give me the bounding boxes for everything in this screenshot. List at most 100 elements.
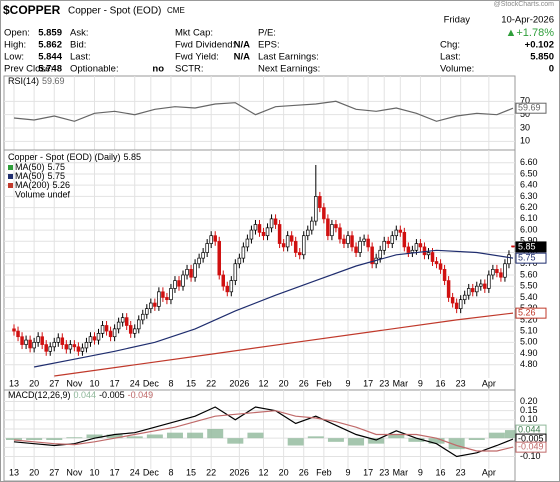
histogram-bar <box>388 434 405 439</box>
candle-body <box>297 252 302 256</box>
candle-body <box>402 231 407 248</box>
field-label: Low: <box>4 52 24 63</box>
candle-body <box>213 235 217 242</box>
x-tick-label: Feb <box>316 378 332 388</box>
candle-body <box>414 243 419 251</box>
x-tick-label: 2026 <box>229 467 249 477</box>
histogram-bar <box>106 434 123 439</box>
legend-title: MACD(12,26,9) <box>8 390 71 400</box>
candle-body <box>233 263 238 281</box>
candle-body <box>265 227 270 237</box>
y-tick-label: 4.80 <box>520 359 538 369</box>
value-marker-label: -0.049 <box>518 442 544 452</box>
candle-body <box>205 243 209 253</box>
candle-body <box>124 317 129 326</box>
field-label: Open: <box>4 28 30 39</box>
x-tick-label: 10 <box>89 467 99 477</box>
x-tick-label: 24 <box>130 378 140 388</box>
field-label: P/E: <box>258 28 276 39</box>
histogram-bar <box>126 436 143 439</box>
field-label: Last: <box>70 52 91 63</box>
instrument-name: Copper - Spot (EOD) <box>68 6 161 17</box>
field-label: Optionable: <box>70 64 119 75</box>
histogram-bar <box>307 436 324 439</box>
field-label: Bid: <box>70 40 86 51</box>
candle-body <box>422 246 427 256</box>
candle-body <box>450 297 455 304</box>
x-tick-label: 17 <box>363 378 373 388</box>
candle-body <box>491 269 495 276</box>
legend-title-text: Copper - Spot (EOD) (Daily) <box>8 152 121 162</box>
x-tick-label: 23 <box>379 378 389 388</box>
panel <box>3 149 516 391</box>
candle-body <box>68 344 73 350</box>
weekday: Friday <box>444 15 471 26</box>
candle-body <box>16 330 20 338</box>
x-tick-label: 27 <box>49 378 59 388</box>
candle-body <box>314 196 318 222</box>
candle-body <box>185 269 189 276</box>
legend-swatch <box>8 165 13 170</box>
y-tick-label: 6.60 <box>520 157 538 167</box>
value-marker-label: 5.26 <box>518 308 536 318</box>
legend-value: 5.75 <box>48 171 66 181</box>
candle-body <box>358 240 362 253</box>
legend-title: Copper - Spot (EOD) (Daily) 5.85 <box>8 152 141 162</box>
x-tick-label: 17 <box>110 467 120 477</box>
field-label: Fwd Yield: <box>175 52 219 63</box>
candle-body <box>487 274 491 289</box>
candle-body <box>281 243 286 248</box>
candle-body <box>48 346 52 352</box>
candle-body <box>80 347 85 352</box>
field-label: Ask: <box>70 28 88 39</box>
y-tick-label: 5.10 <box>520 325 538 335</box>
candle-body <box>390 235 395 244</box>
x-tick-label: 22 <box>206 467 216 477</box>
x-tick-label: 20 <box>29 378 39 388</box>
candle-body <box>338 227 342 240</box>
y-tick-label: 6.10 <box>520 213 538 223</box>
candle-body <box>209 235 213 244</box>
legend-value: 0.044 <box>74 390 97 400</box>
histogram-bar <box>428 438 445 444</box>
legend-name: MA(50) <box>15 162 45 172</box>
legend: MACD(12,26,9) 0.044 -0.005 -0.049 <box>8 390 153 400</box>
candle-body <box>120 317 125 323</box>
field-label: Next Earnings: <box>258 64 320 75</box>
candle-body <box>193 263 197 278</box>
value-marker-label: 0.044 <box>518 424 541 434</box>
candle-body <box>141 313 145 321</box>
candle-body <box>149 302 153 310</box>
histogram-bar <box>66 437 83 439</box>
candle-body <box>269 218 274 229</box>
candle-body <box>249 229 254 240</box>
histogram-bar <box>448 438 465 450</box>
candle-body <box>52 341 57 348</box>
candle-body <box>44 344 48 352</box>
x-tick-label: 23 <box>456 467 466 477</box>
candle-body <box>273 218 278 225</box>
legend-value: 5.75 <box>48 162 66 172</box>
candle-body <box>64 344 69 350</box>
field-value: 5.859 <box>38 28 62 39</box>
candle-body <box>229 280 234 293</box>
change-pct: ▲+1.78% <box>505 27 554 39</box>
candle-body <box>458 299 463 310</box>
x-tick-label: Dec <box>143 467 160 477</box>
histogram-bar <box>227 438 244 444</box>
x-tick-label: 8 <box>168 467 173 477</box>
candle-body <box>88 336 93 343</box>
x-tick-label: Mar <box>393 467 409 477</box>
histogram-bar <box>327 438 344 442</box>
y-tick-label: 5.00 <box>520 337 538 347</box>
legend-value: 5.26 <box>53 180 71 190</box>
candle-body <box>108 330 113 338</box>
candle-body <box>40 336 44 345</box>
candle-body <box>217 240 221 276</box>
legend-name: MA(50) <box>15 171 45 181</box>
candle-body <box>72 344 77 348</box>
x-tick-label: 24 <box>130 467 140 477</box>
field-label: Chg: <box>440 40 460 51</box>
x-tick-label: 15 <box>186 378 196 388</box>
candle-body <box>354 246 358 253</box>
